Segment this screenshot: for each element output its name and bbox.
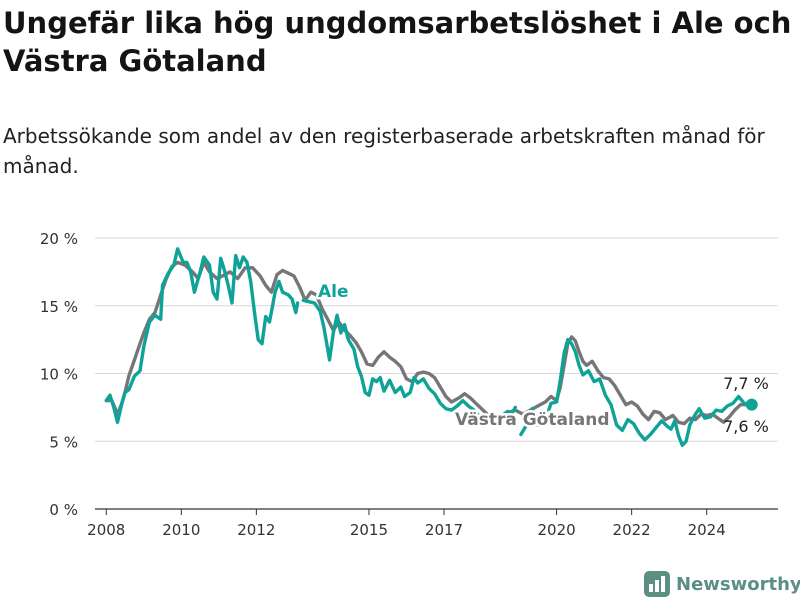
brand-logo: Newsworthy (644, 571, 800, 597)
y-tick-label: 5 % (49, 433, 78, 451)
x-tick-label: 2022 (613, 521, 651, 539)
y-gridlines (95, 237, 778, 442)
x-tick-label: 2015 (350, 521, 388, 539)
series-label-ale: Ale (318, 282, 349, 302)
chart-title: Ungefär lika hög ungdomsarbetslöshet i A… (3, 6, 792, 78)
y-tick-labels: 0 % 5 % 10 % 15 % 20 % (40, 230, 78, 519)
x-tick-label: 2024 (688, 521, 726, 539)
x-tick-label: 2020 (537, 521, 575, 539)
y-tick-label: 20 % (40, 230, 78, 248)
end-point-marker (745, 398, 758, 411)
series-label-vastra-gotaland: Västra Götaland (455, 410, 610, 430)
y-tick-label: 0 % (49, 501, 78, 519)
bar-chart-icon (644, 571, 670, 597)
brand-name: Newsworthy (676, 573, 800, 595)
x-tick-label: 2012 (237, 521, 275, 539)
series-label-halo: Västra Götaland (455, 410, 610, 430)
chart-subtitle: Arbetssökande som andel av den registerb… (3, 124, 765, 178)
end-label-ale: 7,7 % (723, 374, 769, 393)
end-point-labels: 7,7 % 7,6 % (723, 374, 769, 436)
y-tick-label: 15 % (40, 298, 78, 316)
series-line-vastra-gotaland (104, 260, 758, 426)
x-tick-label: 2008 (87, 521, 125, 539)
series-lines (104, 247, 758, 447)
x-axis: 2008 2010 2012 2015 2017 2020 2022 2024 (87, 508, 778, 539)
series-line-ale (104, 247, 300, 424)
end-label-vastra-gotaland: 7,6 % (723, 417, 769, 436)
series-line-ale (519, 337, 754, 447)
series-label-halo: Ale (318, 282, 349, 302)
y-tick-label: 10 % (40, 366, 78, 384)
series-line-ale (301, 298, 517, 423)
x-tick-label: 2010 (162, 521, 200, 539)
x-tick-label: 2017 (425, 521, 463, 539)
